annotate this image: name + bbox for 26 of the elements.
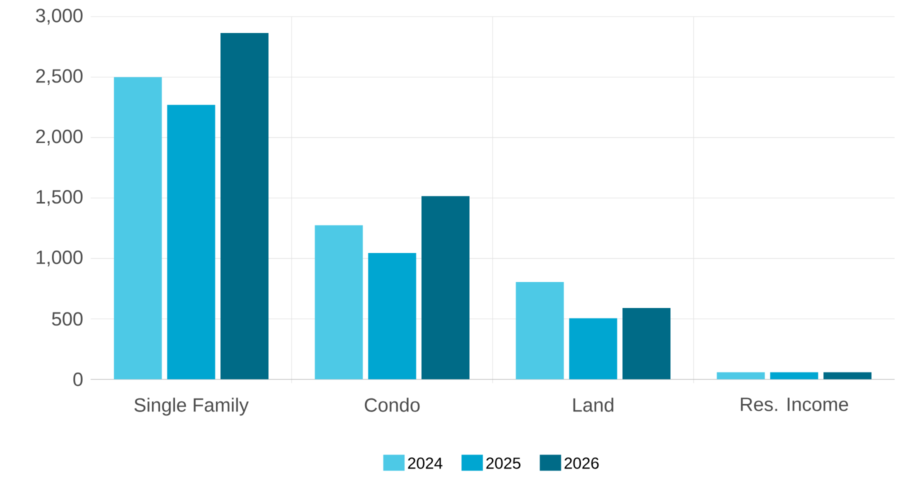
bar [516,282,564,380]
x-tick-label: Res. Income [740,398,848,412]
bar [220,32,269,380]
y-tick-label: 2,500 [36,69,83,86]
bar [167,104,216,380]
bar [823,372,872,380]
bar [770,372,818,380]
bar [716,372,765,380]
bar [314,225,363,380]
bar [569,318,618,380]
legend-label: 2026 [564,458,599,469]
y-tick-label: 1,000 [36,250,83,266]
y-tick-label: 1,500 [36,190,83,206]
x-tick-label: Land [573,398,614,412]
bar [422,196,470,380]
y-tick-label: 2,000 [36,130,83,146]
bar [622,308,670,380]
legend-label: 2024 [408,458,442,469]
y-tick-label: 3,000 [36,8,83,25]
bar [114,77,162,380]
x-tick-label: Single Family [134,398,249,416]
y-tick-label: 0 [73,372,83,386]
bar [368,252,416,380]
x-tick-label: Condo [364,398,420,412]
y-tick-label: 500 [52,312,83,326]
legend-label: 2025 [486,458,520,469]
